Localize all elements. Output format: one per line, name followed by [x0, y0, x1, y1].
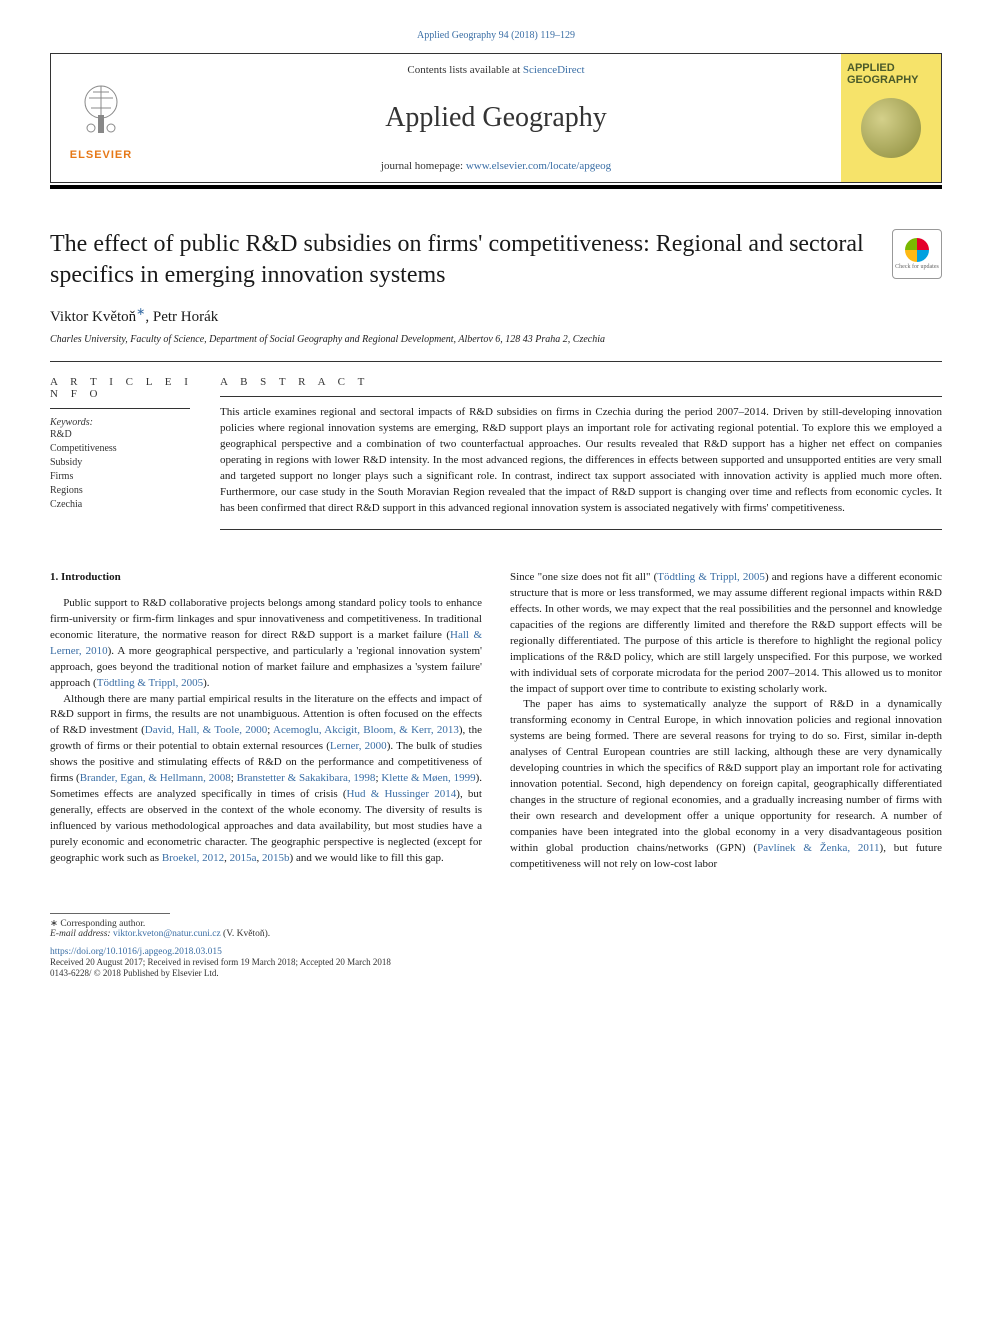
crossmark-icon	[905, 238, 929, 262]
ref-broekel-2015b[interactable]: 2015b	[262, 852, 290, 864]
para-2: Although there are many partial empirica…	[50, 692, 482, 867]
cover-globe-icon	[861, 98, 921, 158]
contents-line: Contents lists available at ScienceDirec…	[407, 64, 584, 76]
abstract-heading: A B S T R A C T	[220, 376, 942, 388]
keyword-3: Firms	[50, 470, 200, 484]
affiliation: Charles University, Faculty of Science, …	[50, 334, 942, 345]
abstract: A B S T R A C T This article examines re…	[220, 376, 942, 530]
homepage-line: journal homepage: www.elsevier.com/locat…	[381, 160, 611, 172]
ref-acemoglu[interactable]: Acemoglu, Akcigit, Bloom, & Kerr, 2013	[273, 724, 459, 736]
email-line: E-mail address: viktor.kveton@natur.cuni…	[50, 929, 942, 939]
author-1: Viktor Květoň	[50, 309, 136, 325]
article-title: The effect of public R&D subsidies on fi…	[50, 229, 872, 291]
cover-title-line2: GEOGRAPHY	[847, 74, 919, 86]
article-info: A R T I C L E I N F O Keywords: R&D Comp…	[50, 376, 220, 530]
email-link[interactable]: viktor.kveton@natur.cuni.cz	[113, 929, 221, 939]
corresponding-note: ∗ Corresponding author.	[50, 918, 942, 929]
rule-below-abstract	[220, 529, 942, 530]
authors: Viktor Květoň∗, Petr Horák	[50, 305, 942, 326]
publisher-logo: ELSEVIER	[51, 54, 151, 182]
crossmark-badge[interactable]: Check for updates	[892, 229, 942, 279]
footer-rule	[50, 913, 170, 914]
article-info-heading: A R T I C L E I N F O	[50, 376, 200, 400]
author-2: , Petr Horák	[145, 309, 218, 325]
journal-name: Applied Geography	[385, 102, 607, 134]
received-line: Received 20 August 2017; Received in rev…	[50, 957, 942, 969]
header-center: Contents lists available at ScienceDirec…	[151, 54, 841, 182]
keywords-label: Keywords:	[50, 417, 200, 428]
journal-cover: APPLIED GEOGRAPHY	[841, 54, 941, 182]
rule-above-abstract	[50, 361, 942, 362]
column-left: 1. Introduction Public support to R&D co…	[50, 570, 482, 873]
ref-broekel-2015a[interactable]: 2015a	[230, 852, 257, 864]
elsevier-tree-icon	[66, 75, 136, 145]
ref-brander[interactable]: Brander, Egan, & Hellmann, 2008	[80, 772, 231, 784]
doi-link[interactable]: https://doi.org/10.1016/j.apgeog.2018.03…	[50, 947, 942, 957]
ref-broekel-2012[interactable]: Broekel, 2012	[162, 852, 224, 864]
sciencedirect-link[interactable]: ScienceDirect	[523, 64, 585, 76]
keyword-5: Czechia	[50, 498, 200, 512]
para-1: Public support to R&D collaborative proj…	[50, 596, 482, 692]
contents-prefix: Contents lists available at	[407, 64, 522, 76]
cover-title-line1: APPLIED	[847, 62, 895, 74]
abstract-rule	[220, 396, 942, 397]
ref-lerner[interactable]: Lerner, 2000	[330, 740, 387, 752]
ref-pavlinek[interactable]: Pavlínek & Ženka, 2011	[757, 842, 879, 854]
column-right: Since "one size does not fit all" (Tödtl…	[510, 570, 942, 873]
journal-header: ELSEVIER Contents lists available at Sci…	[50, 53, 942, 183]
abstract-text: This article examines regional and secto…	[220, 405, 942, 517]
keyword-4: Regions	[50, 484, 200, 498]
corresponding-mark[interactable]: ∗	[136, 306, 145, 318]
article-info-rule	[50, 408, 190, 409]
keyword-1: Competitiveness	[50, 442, 200, 456]
section-1-heading: 1. Introduction	[50, 570, 482, 586]
ref-branstetter[interactable]: Branstetter & Sakakibara, 1998	[237, 772, 376, 784]
homepage-prefix: journal homepage:	[381, 160, 466, 172]
body: 1. Introduction Public support to R&D co…	[50, 570, 942, 873]
footer: ∗ Corresponding author. E-mail address: …	[50, 913, 942, 980]
top-citation: Applied Geography 94 (2018) 119–129	[50, 30, 942, 41]
para-4: The paper has aims to systematically ana…	[510, 697, 942, 872]
para-3: Since "one size does not fit all" (Tödtl…	[510, 570, 942, 698]
ref-klette[interactable]: Klette & Møen, 1999	[381, 772, 475, 784]
header-rule	[50, 185, 942, 189]
publisher-name: ELSEVIER	[70, 149, 132, 161]
keyword-2: Subsidy	[50, 456, 200, 470]
copyright-line: 0143-6228/ © 2018 Published by Elsevier …	[50, 968, 942, 980]
ref-todtling-trippl-1[interactable]: Tödtling & Trippl, 2005	[97, 677, 203, 689]
homepage-link[interactable]: www.elsevier.com/locate/apgeog	[466, 160, 611, 172]
ref-david[interactable]: David, Hall, & Toole, 2000	[145, 724, 267, 736]
keyword-0: R&D	[50, 428, 200, 442]
crossmark-label: Check for updates	[895, 264, 939, 271]
ref-hud[interactable]: Hud & Hussinger 2014	[347, 788, 457, 800]
ref-todtling-trippl-2[interactable]: Tödtling & Trippl, 2005	[657, 571, 765, 583]
